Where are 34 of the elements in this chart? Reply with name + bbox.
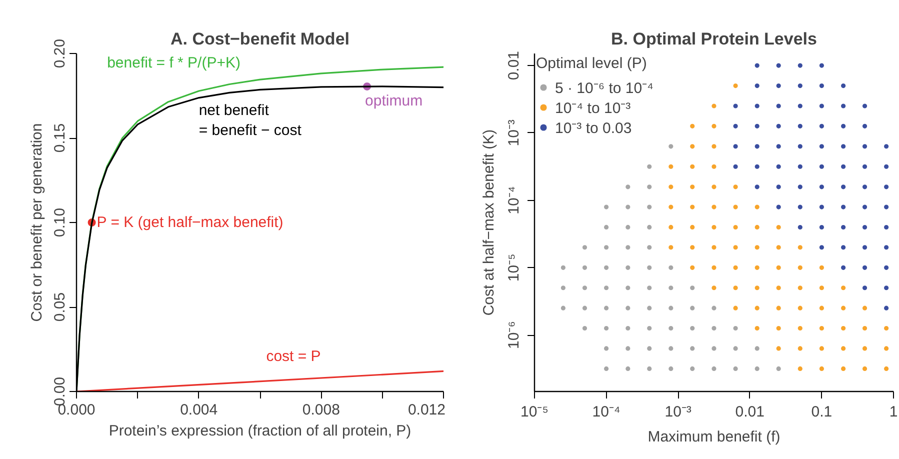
y-tick-label: 10⁻⁵	[506, 254, 522, 282]
x-tick-label: 0.01	[735, 404, 765, 420]
y-tick-label: 10⁻⁶	[506, 321, 522, 349]
legend-label: 10⁻³ to 0.03	[555, 119, 632, 137]
x-tick-label: 0.008	[302, 402, 340, 418]
series-label: P = K (get half−max benefit)	[96, 214, 284, 231]
x-tick-label: 10⁻³	[664, 404, 692, 420]
y-tick-label: 0.15	[52, 123, 68, 153]
y-tick-label: 10⁻³	[506, 120, 522, 146]
legend-label: 5 · 10⁻⁶ to 10⁻⁴	[555, 79, 654, 97]
chart-title: A. Cost−benefit Model	[170, 30, 350, 48]
x-tick-label: 1	[889, 404, 898, 420]
chart-title: B. Optimal Protein Levels	[611, 30, 817, 48]
x-tick-label: 10⁻⁴	[592, 404, 620, 420]
x-tick-label: 10⁻⁵	[520, 404, 548, 420]
legend-title: Optimal level (P)	[536, 55, 648, 72]
series-label: cost = P	[266, 348, 321, 366]
y-axis-title: Cost or benefit per generation	[28, 123, 46, 322]
y-axis-title: Cost at half−max benefit (K)	[480, 129, 498, 316]
x-tick-label: 0.1	[811, 404, 832, 420]
series-label: net benefit = benefit − cost	[198, 102, 302, 140]
y-tick-label: 0.20	[52, 38, 68, 68]
series-label: benefit = f * P/(P+K)	[107, 54, 240, 72]
legend-label: 10⁻⁴ to 10⁻³	[555, 99, 631, 117]
y-tick-label: 10⁻⁴	[506, 186, 522, 214]
y-tick-label: 0.00	[52, 376, 68, 406]
y-tick-label: 0.01	[506, 50, 522, 80]
series-label: optimum	[365, 92, 423, 110]
y-tick-label: 0.05	[52, 292, 68, 322]
x-tick-label: 0.012	[408, 402, 446, 418]
x-axis-title: Maximum benefit (f)	[648, 428, 780, 446]
y-tick-label: 0.10	[52, 208, 68, 238]
x-axis-title: Protein’s expression (fraction of all protein, P)	[108, 422, 412, 440]
x-tick-label: 0.004	[180, 402, 218, 418]
